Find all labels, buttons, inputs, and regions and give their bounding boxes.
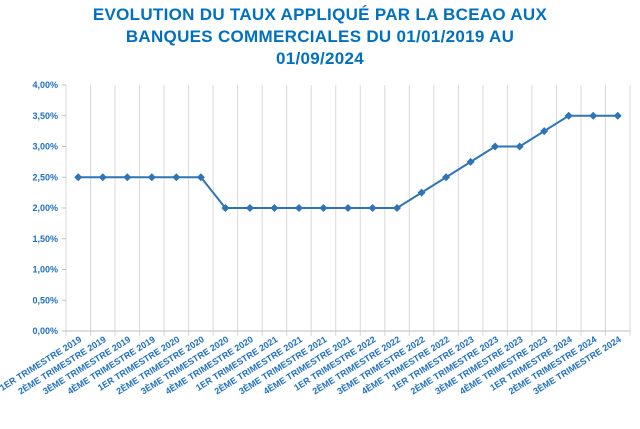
marker (319, 204, 328, 212)
marker (74, 173, 83, 182)
marker (442, 173, 451, 182)
marker (393, 204, 402, 212)
marker (540, 127, 549, 136)
chart-title: EVOLUTION DU TAUX APPLIQUÉ PAR LA BCEAO … (92, 5, 548, 68)
marker (172, 173, 181, 182)
y-tick-label: 2,50% (32, 172, 58, 182)
marker (98, 173, 107, 182)
marker (491, 142, 500, 151)
marker (245, 204, 254, 212)
marker (417, 188, 426, 197)
y-tick-label: 1,50% (32, 234, 58, 244)
line (78, 114, 618, 209)
marker (294, 204, 303, 212)
marker (196, 173, 205, 182)
y-tick-label: 2,00% (32, 203, 58, 213)
y-tick-label: 3,50% (32, 111, 58, 121)
marker (123, 173, 132, 182)
marker (515, 142, 524, 151)
marker (344, 204, 352, 212)
marker (613, 111, 622, 120)
y-tick-label: 4,00% (32, 80, 58, 90)
marker (147, 173, 156, 182)
y-tick-label: 1,00% (32, 265, 58, 275)
marker (368, 204, 377, 212)
marker (564, 111, 573, 120)
marker (466, 157, 475, 166)
marker (221, 204, 230, 212)
y-tick-label: 3,00% (32, 142, 58, 152)
marker (589, 111, 598, 120)
y-tick-label: 0,00% (32, 326, 58, 336)
marker (270, 204, 279, 212)
y-tick-label: 0,50% (32, 295, 58, 305)
